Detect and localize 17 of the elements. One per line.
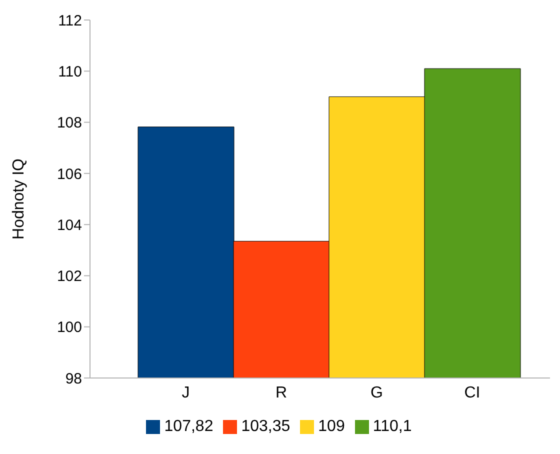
legend-label: 107,82 bbox=[164, 418, 214, 435]
y-tick-label: 112 bbox=[58, 12, 82, 30]
y-tick-label: 102 bbox=[56, 268, 82, 286]
x-tick-label: R bbox=[275, 384, 288, 402]
legend-label: 103,35 bbox=[241, 418, 290, 435]
y-axis-title: Hodnoty IQ bbox=[10, 158, 28, 240]
legend-label: 110,1 bbox=[372, 418, 412, 435]
x-tick-label: CI bbox=[464, 384, 480, 402]
y-tick-label: 108 bbox=[56, 114, 82, 132]
x-tick-label: J bbox=[182, 384, 190, 402]
y-tick-label: 100 bbox=[56, 319, 82, 336]
y-tick-label: 98 bbox=[65, 370, 82, 388]
y-tick-label: 104 bbox=[56, 216, 82, 234]
y-tick-label: 110 bbox=[58, 63, 82, 80]
y-tick-label: 106 bbox=[56, 166, 82, 183]
x-tick-label: G bbox=[370, 384, 383, 402]
legend-label: 109 bbox=[318, 418, 345, 435]
